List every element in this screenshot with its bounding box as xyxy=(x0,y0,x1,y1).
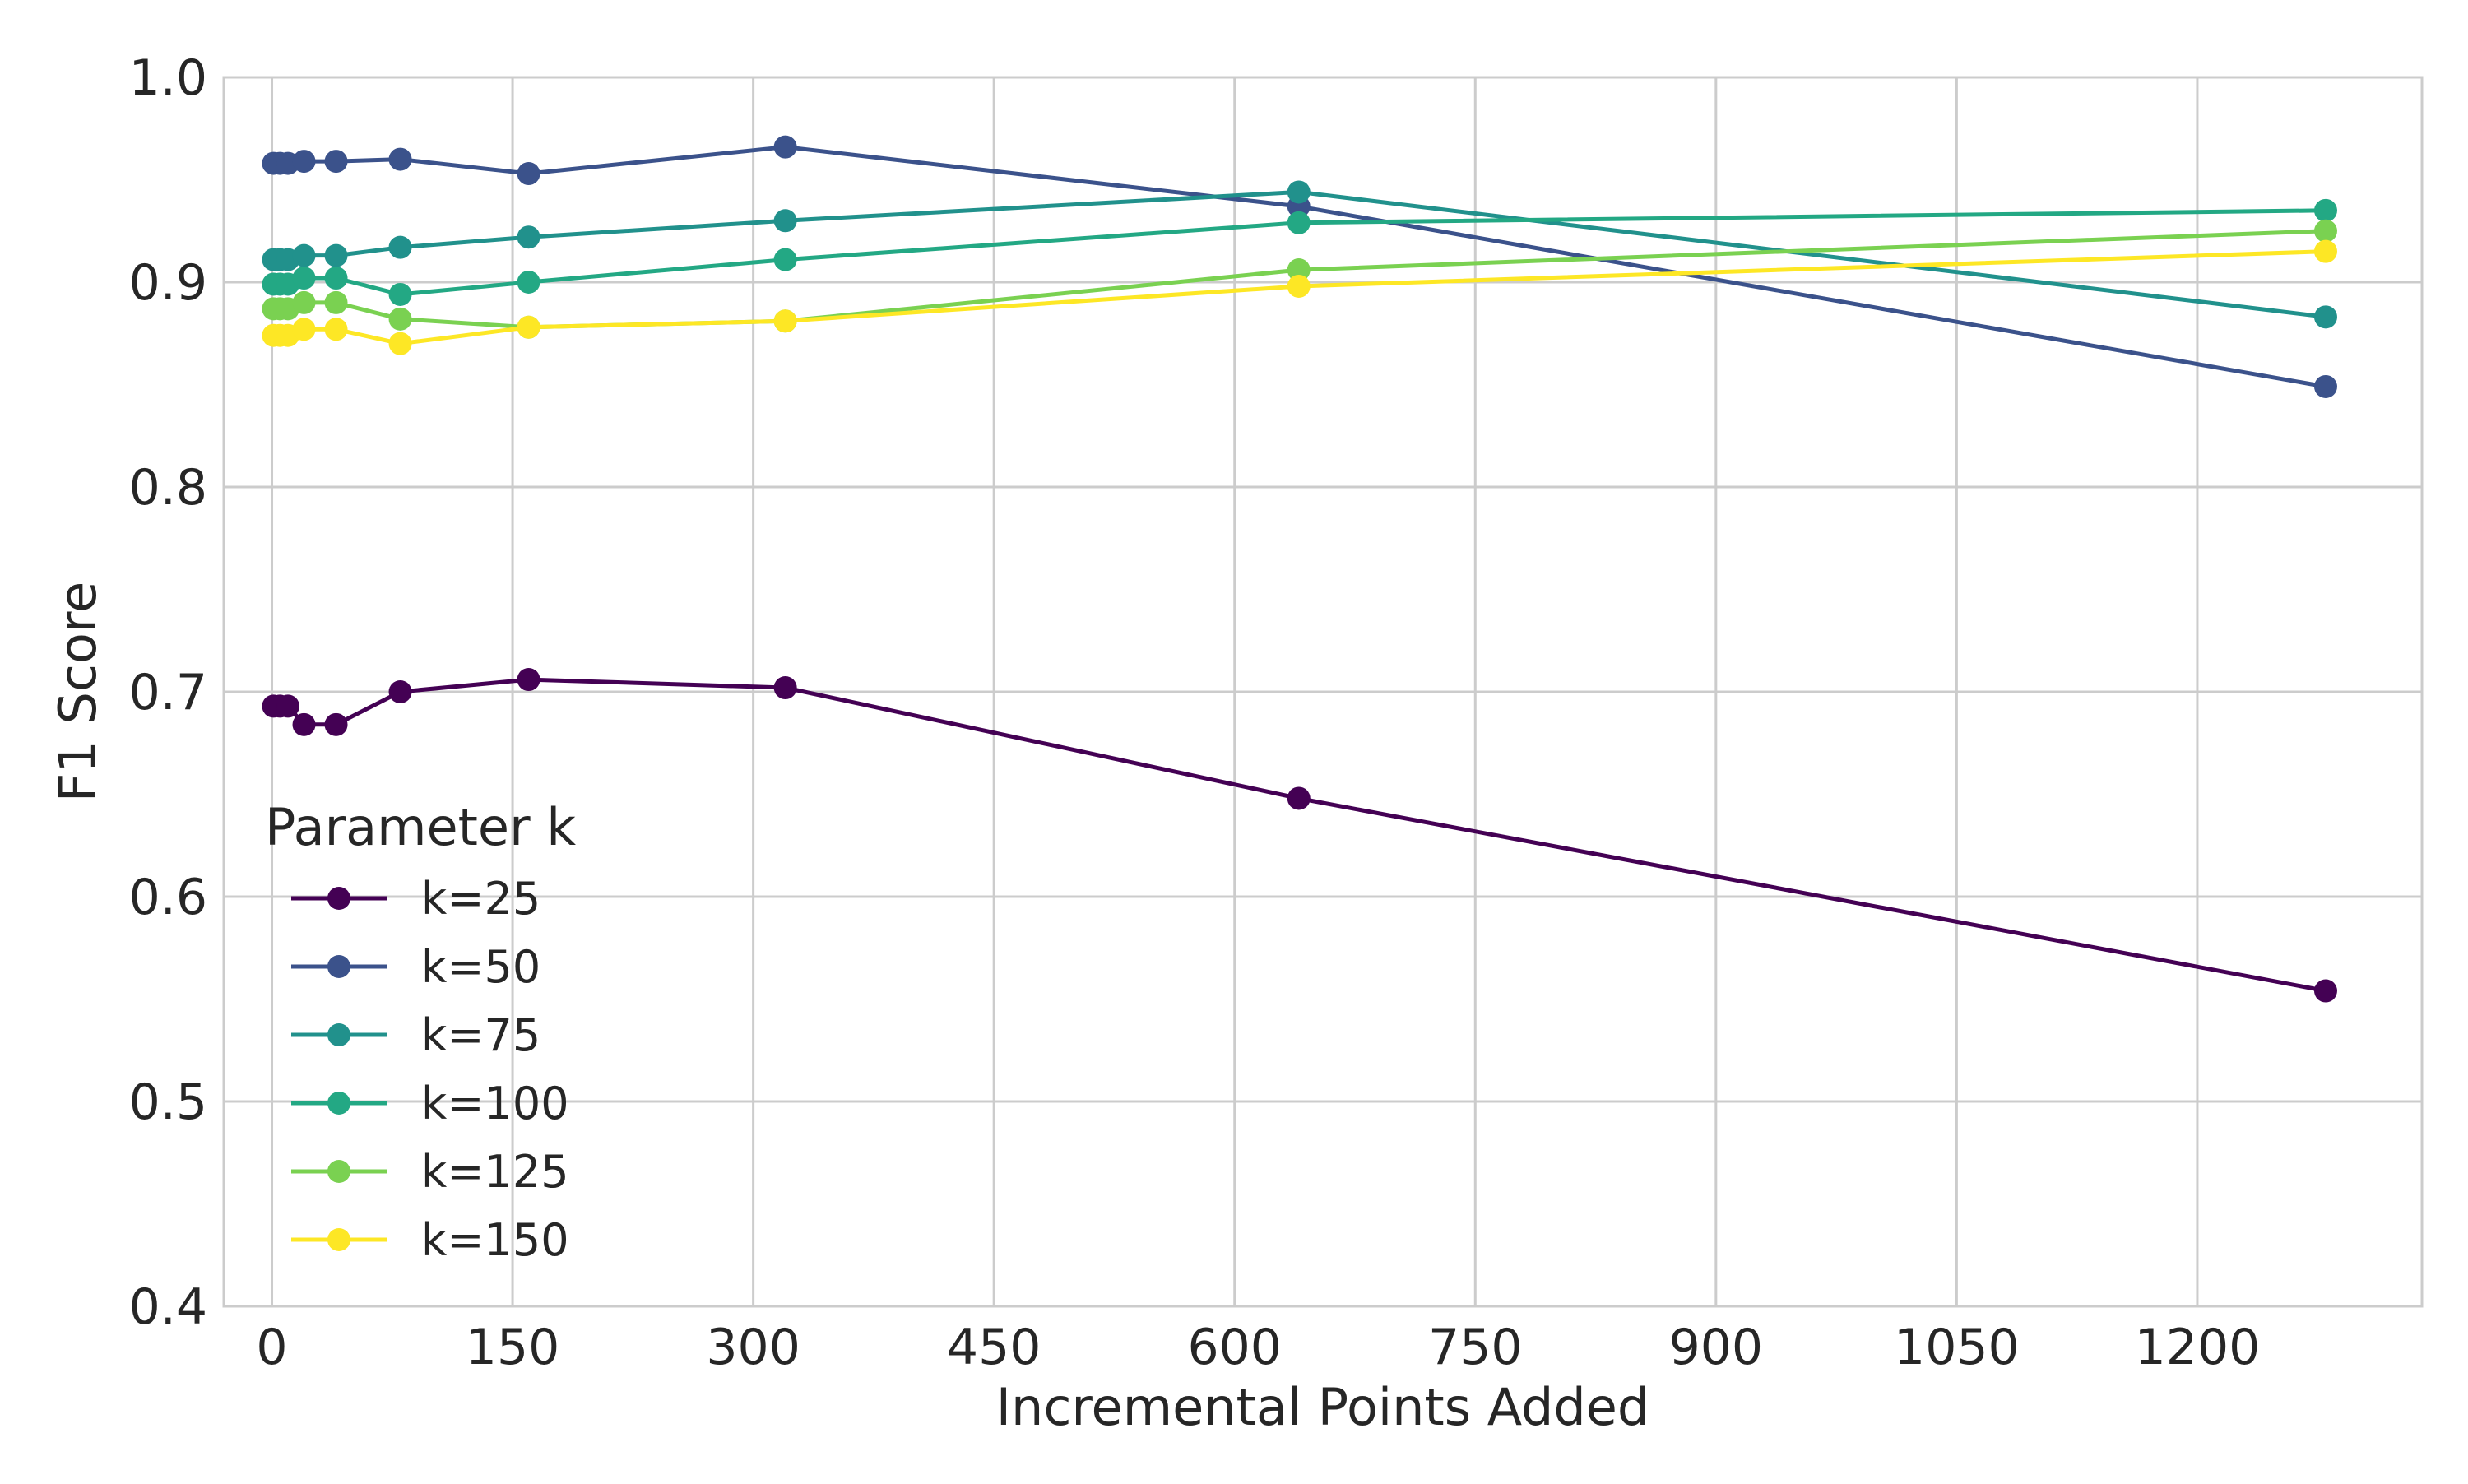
data-point xyxy=(773,248,797,271)
data-point xyxy=(324,243,348,267)
data-point xyxy=(517,271,540,294)
legend-swatch-marker xyxy=(327,887,350,910)
data-point xyxy=(388,307,412,331)
legend-swatch-marker xyxy=(327,955,350,978)
data-point xyxy=(388,235,412,259)
series-k=100 xyxy=(262,198,2337,306)
y-tick-label: 0.6 xyxy=(129,869,207,926)
y-tick-label: 0.7 xyxy=(129,664,207,721)
x-tick-label: 1200 xyxy=(2135,1319,2261,1376)
data-point xyxy=(1287,258,1311,282)
data-point xyxy=(2313,239,2337,263)
data-point xyxy=(517,315,540,339)
data-point xyxy=(517,162,540,186)
legend-label: k=100 xyxy=(421,1078,569,1129)
data-point xyxy=(324,712,348,736)
y-axis-label: F1 Score xyxy=(48,582,108,802)
legend-item: k=125 xyxy=(291,1146,569,1198)
data-point xyxy=(324,267,348,290)
legend-items: k=25 k=50 k=75 k=100 k=125 k=150 xyxy=(291,873,569,1266)
data-point xyxy=(388,282,412,306)
y-tick-label: 0.9 xyxy=(129,254,207,312)
series-k=150 xyxy=(262,239,2337,355)
legend-label: k=50 xyxy=(421,941,540,993)
legend-item: k=75 xyxy=(291,1009,540,1061)
plot-frame xyxy=(222,76,2424,1308)
legend-item: k=50 xyxy=(291,941,540,993)
data-point xyxy=(388,147,412,171)
legend-item: k=150 xyxy=(291,1214,569,1266)
x-tick-label: 900 xyxy=(1669,1319,1764,1376)
x-tick-label: 150 xyxy=(466,1319,560,1376)
data-point xyxy=(292,290,316,314)
x-tick-label: 0 xyxy=(256,1319,287,1376)
y-tick-label: 0.4 xyxy=(129,1278,207,1336)
data-point xyxy=(2313,374,2337,398)
data-point xyxy=(292,318,316,341)
x-axis-label: Incremental Points Added xyxy=(996,1377,1650,1437)
legend-swatch-marker xyxy=(327,1092,350,1115)
legend-item: k=25 xyxy=(291,873,540,925)
series-k=50 xyxy=(262,135,2337,398)
data-point xyxy=(292,712,316,736)
y-tick-label: 0.5 xyxy=(129,1074,207,1131)
data-point xyxy=(1287,211,1311,234)
legend: Parameter k k=25 k=50 k=75 k=100 k=125 k=150 xyxy=(265,797,576,1266)
legend-label: k=75 xyxy=(421,1009,540,1061)
legend-label: k=25 xyxy=(421,873,540,925)
data-point xyxy=(388,680,412,703)
tick-label-layer: 0 150 300 450 600 750 900 1050 1200 0.4 0.5 0.6 0.7 0… xyxy=(129,49,2261,1376)
x-tick-label: 600 xyxy=(1187,1319,1282,1376)
y-tick-label: 0.8 xyxy=(129,459,207,517)
data-point xyxy=(1287,274,1311,298)
legend-label: k=125 xyxy=(421,1146,569,1198)
data-point xyxy=(2313,219,2337,243)
data-point xyxy=(2313,198,2337,222)
y-tick-label: 1.0 xyxy=(129,49,207,107)
data-point xyxy=(517,668,540,692)
x-tick-label: 750 xyxy=(1428,1319,1523,1376)
x-tick-label: 450 xyxy=(947,1319,1041,1376)
data-point xyxy=(292,150,316,174)
legend-item: k=100 xyxy=(291,1078,569,1129)
x-tick-label: 300 xyxy=(706,1319,800,1376)
data-point xyxy=(1287,786,1311,810)
data-point xyxy=(1287,180,1311,204)
legend-label: k=150 xyxy=(421,1214,569,1266)
series-k=75 xyxy=(262,180,2337,329)
data-point xyxy=(773,135,797,159)
legend-title: Parameter k xyxy=(265,797,576,857)
data-point xyxy=(2313,979,2337,1003)
legend-swatch-marker xyxy=(327,1160,350,1183)
legend-swatch-marker xyxy=(327,1228,350,1251)
series-k=25 xyxy=(262,668,2337,1003)
data-point xyxy=(2313,305,2337,329)
data-point xyxy=(324,318,348,341)
series-layer xyxy=(262,135,2337,1003)
data-point xyxy=(276,694,300,718)
data-point xyxy=(773,209,797,233)
data-point xyxy=(517,225,540,249)
data-point xyxy=(292,267,316,290)
data-point xyxy=(292,243,316,267)
data-point xyxy=(324,290,348,314)
x-tick-label: 1050 xyxy=(1894,1319,2020,1376)
data-point xyxy=(773,676,797,700)
data-point xyxy=(773,309,797,333)
data-point xyxy=(388,332,412,355)
data-point xyxy=(324,150,348,174)
legend-swatch-marker xyxy=(327,1023,350,1046)
